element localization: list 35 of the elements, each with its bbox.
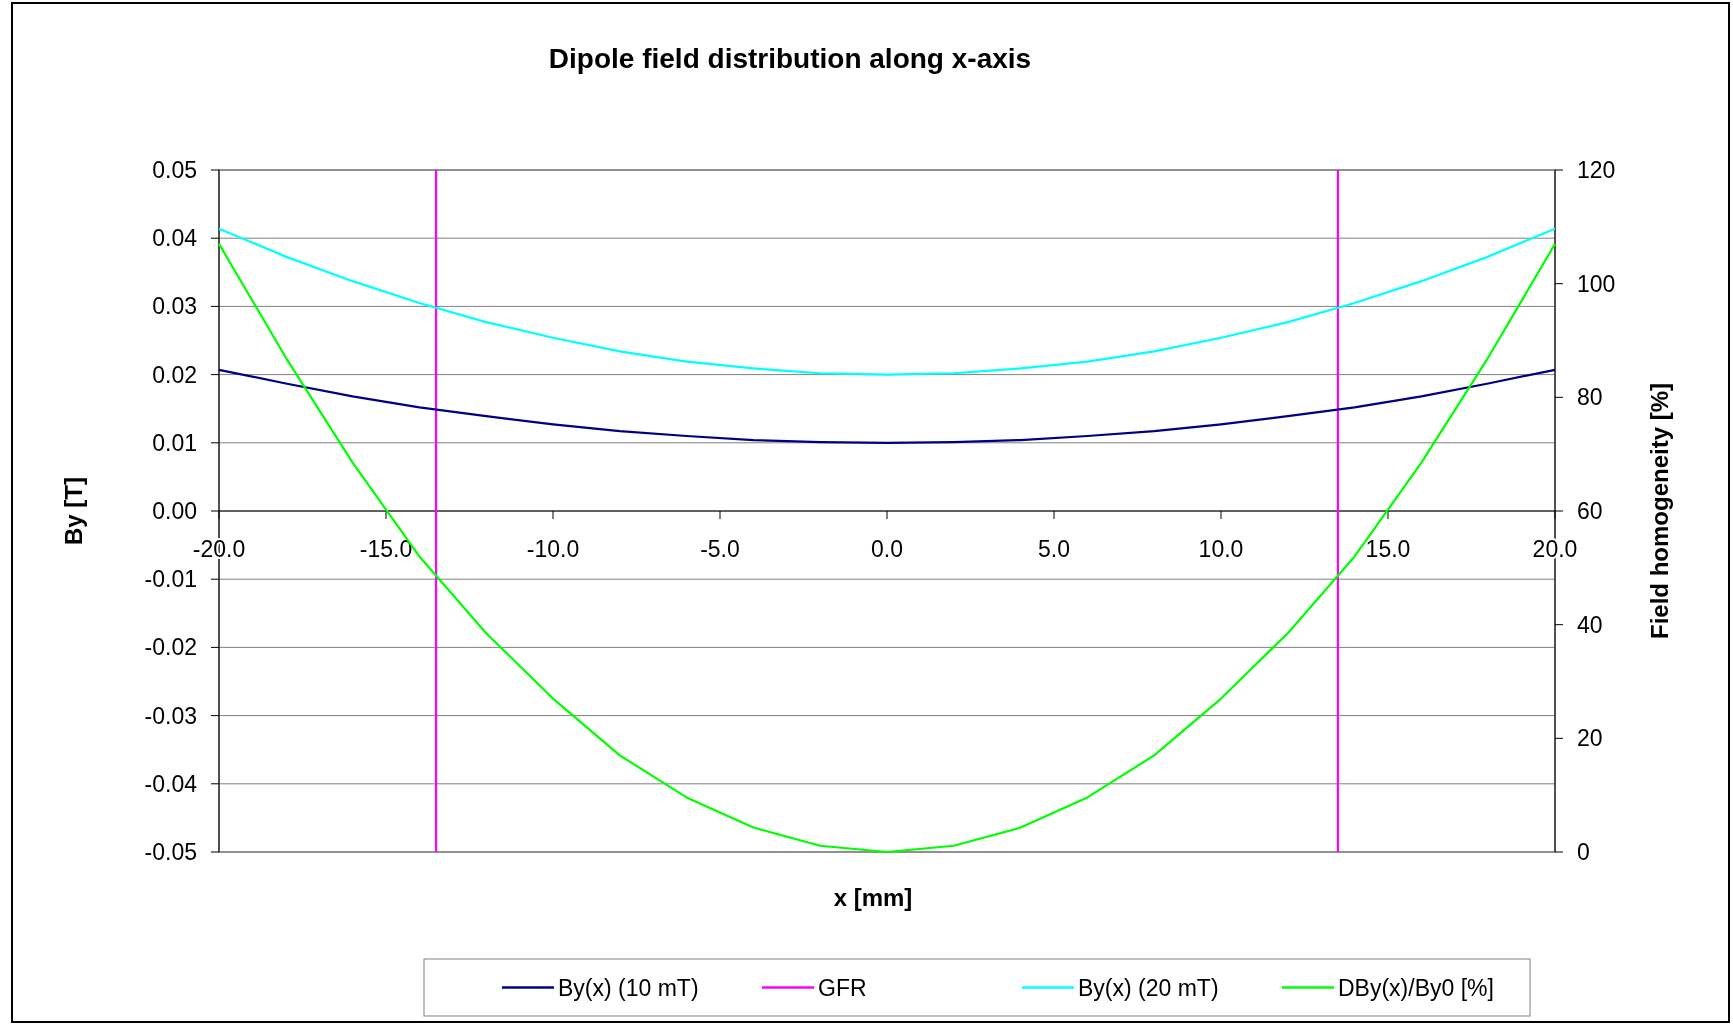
line-series (217, 368, 1557, 444)
legend-label: DBy(x)/By0 [%] (1338, 974, 1494, 1001)
y-tick-label: 0.05 (152, 157, 197, 183)
chart-title: Dipole field distribution along x-axis (548, 43, 1032, 74)
y-tick-label: -0.04 (144, 770, 198, 797)
y2-tick-label: 120 (1577, 157, 1616, 183)
y-tick-label: -0.03 (144, 702, 197, 729)
x-tick-label: 15.0 (1365, 536, 1411, 562)
y-tick-label: -0.02 (144, 634, 197, 661)
x-tick-label: -5.0 (700, 536, 740, 562)
x-tick-label: -10.0 (526, 536, 580, 562)
y-tick-label: 0.00 (152, 498, 197, 524)
y2-tick-label: 80 (1577, 384, 1603, 411)
y2-tick-label: 100 (1577, 270, 1616, 297)
x-tick-label: 5.0 (1038, 536, 1070, 562)
legend-label: By(x) (20 mT) (1078, 974, 1219, 1001)
y2-tick-label: 20 (1577, 725, 1603, 752)
y2-tick-label: 0 (1577, 839, 1590, 865)
y-tick-label: 0.04 (152, 225, 198, 252)
x-axis-title: x [mm] (833, 884, 913, 911)
y-tick-label: -0.05 (144, 839, 197, 865)
x-tick-label: 0.0 (871, 536, 903, 562)
y2-tick-label: 40 (1577, 611, 1603, 638)
legend-label: GFR (818, 974, 867, 1001)
y-tick-label: 0.03 (152, 293, 197, 320)
x-tick-label: 10.0 (1198, 536, 1244, 562)
x-tick-label: -15.0 (359, 536, 413, 562)
legend-label: By(x) (10 mT) (558, 974, 699, 1001)
y-tick-label: 0.01 (152, 429, 197, 456)
y2-axis-title: Field homogeneity [%] (1646, 382, 1673, 640)
y-tick-label: 0.02 (152, 361, 197, 388)
line-series (217, 227, 1557, 376)
y2-tick-label: 60 (1577, 498, 1603, 524)
y-tick-label: -0.01 (144, 566, 197, 593)
y-axis-title: By [T] (60, 477, 87, 545)
